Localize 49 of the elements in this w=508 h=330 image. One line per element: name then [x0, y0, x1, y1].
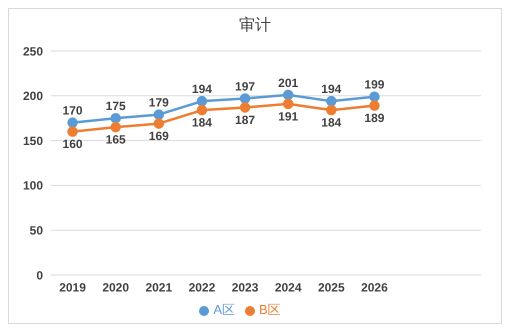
point: [240, 93, 250, 104]
data-label: 170: [62, 104, 83, 118]
x-tick-label: 2022: [188, 280, 216, 295]
point: [282, 98, 294, 110]
point: [326, 104, 337, 116]
point: [196, 104, 208, 116]
y-tick-label: 250: [22, 44, 44, 58]
data-label: 189: [364, 111, 385, 126]
x-tick-label: 2025: [318, 280, 345, 295]
x-tick-label: 2019: [59, 280, 86, 295]
legend-label: B区: [259, 302, 281, 317]
point: [369, 100, 380, 111]
data-label: 194: [321, 82, 342, 96]
point: [282, 90, 294, 100]
y-tick-label: 100: [22, 178, 44, 193]
chart-title: 审计: [238, 16, 272, 36]
data-label: 191: [278, 109, 299, 124]
x-tick-label: 2026: [361, 280, 388, 295]
point: [154, 109, 164, 120]
point: [326, 96, 337, 106]
x-tick-label: 2023: [232, 280, 259, 295]
point: [67, 117, 78, 128]
data-label: 197: [235, 79, 256, 94]
x-tick-label: 2024: [274, 280, 302, 295]
x-tick-label: 2020: [102, 280, 130, 295]
point: [110, 122, 121, 132]
data-label: 175: [106, 99, 126, 114]
point: [240, 102, 250, 113]
data-label: 184: [192, 116, 212, 130]
y-tick-label: 50: [30, 223, 44, 238]
y-tick-label: 150: [22, 134, 44, 148]
data-label: 187: [235, 112, 256, 127]
data-label: 199: [364, 78, 385, 92]
point: [110, 112, 121, 124]
y-tick-label: 0: [36, 268, 44, 282]
data-label: 169: [148, 129, 170, 144]
data-label: 160: [62, 137, 83, 152]
x-tick-label: 2021: [145, 280, 172, 295]
point: [154, 118, 164, 129]
data-label: 201: [278, 76, 299, 90]
point: [369, 91, 380, 102]
legend-label: A区: [213, 302, 235, 317]
data-label: 179: [148, 96, 170, 110]
y-tick-label: 200: [22, 89, 44, 104]
point: [67, 126, 78, 137]
data-label: 165: [106, 132, 126, 147]
data-label: 184: [321, 116, 342, 130]
data-label: 194: [192, 82, 212, 96]
point: [196, 96, 208, 106]
